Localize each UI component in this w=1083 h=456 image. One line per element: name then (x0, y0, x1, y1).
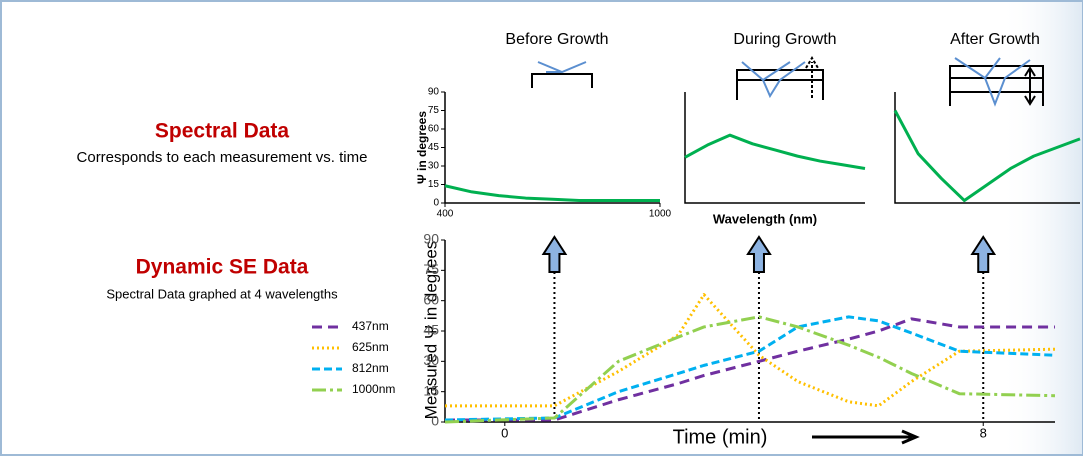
y-tick-label: 0 (433, 198, 439, 209)
y-tick-label: 60 (423, 291, 439, 307)
y-axis-label: Ψ in degrees (415, 111, 429, 184)
sample-icons (531, 65, 1044, 106)
frame-fade (1000, 2, 1082, 454)
beam-icons (537, 57, 1031, 107)
time-arrow (812, 429, 920, 445)
beam (954, 57, 1031, 107)
text: Spectral Data graphed at 4 wavelengths (106, 286, 338, 301)
y-tick-label: 90 (428, 87, 440, 98)
substrate (531, 73, 593, 88)
axis (894, 92, 1080, 204)
y-tick-label: 75 (423, 261, 439, 277)
y-tick-label: 60 (428, 124, 440, 135)
y-tick-label: 45 (423, 322, 439, 338)
text: Corresponds to each measurement vs. time (77, 149, 368, 166)
legend-label: 812nm (352, 361, 389, 375)
chart-title: During Growth (733, 31, 836, 48)
series-line (893, 109, 1081, 203)
event-arrow (746, 235, 772, 273)
x-tick-label: 8 (980, 425, 987, 440)
y-tick-label: 75 (428, 105, 440, 116)
y-tick-label: 15 (423, 382, 439, 398)
event-arrow (970, 235, 997, 273)
y-tick-label: 30 (428, 161, 440, 172)
y-tick-label: 0 (431, 413, 439, 429)
chart-title: After Growth (950, 31, 1040, 48)
series-line (444, 184, 660, 203)
axis (684, 92, 865, 204)
growth-arrow (805, 56, 819, 98)
series-line (445, 293, 1056, 408)
series-line (684, 133, 866, 170)
legend-label: 625nm (352, 340, 389, 354)
x-axis-label: Time (min) (673, 426, 768, 448)
series-line (445, 317, 1055, 422)
thickness-arrow (1024, 66, 1036, 106)
y-tick-label: 15 (428, 179, 440, 190)
heading: Dynamic SE Data (136, 256, 309, 279)
x-tick-label: 0 (501, 425, 508, 440)
event-arrow (541, 235, 568, 273)
x-tick-label: 400 (437, 209, 454, 220)
substrate (949, 65, 1044, 106)
y-tick-label: 30 (423, 352, 439, 368)
x-axis-label: Wavelength (nm) (713, 211, 817, 226)
y-tick-label: 45 (428, 142, 440, 153)
chart-title: Before Growth (505, 31, 608, 48)
heading: Spectral Data (155, 120, 290, 143)
x-tick-label: 1000 (649, 209, 672, 220)
series-line (444, 315, 1056, 424)
y-axis-label: Measured Ψ in degrees (421, 241, 440, 420)
y-tick-label: 90 (423, 231, 439, 247)
beam (537, 61, 587, 74)
series-line (444, 315, 1056, 422)
legend-label: 437nm (352, 319, 389, 333)
legend-label: 1000nm (352, 382, 395, 396)
beam (741, 61, 806, 99)
